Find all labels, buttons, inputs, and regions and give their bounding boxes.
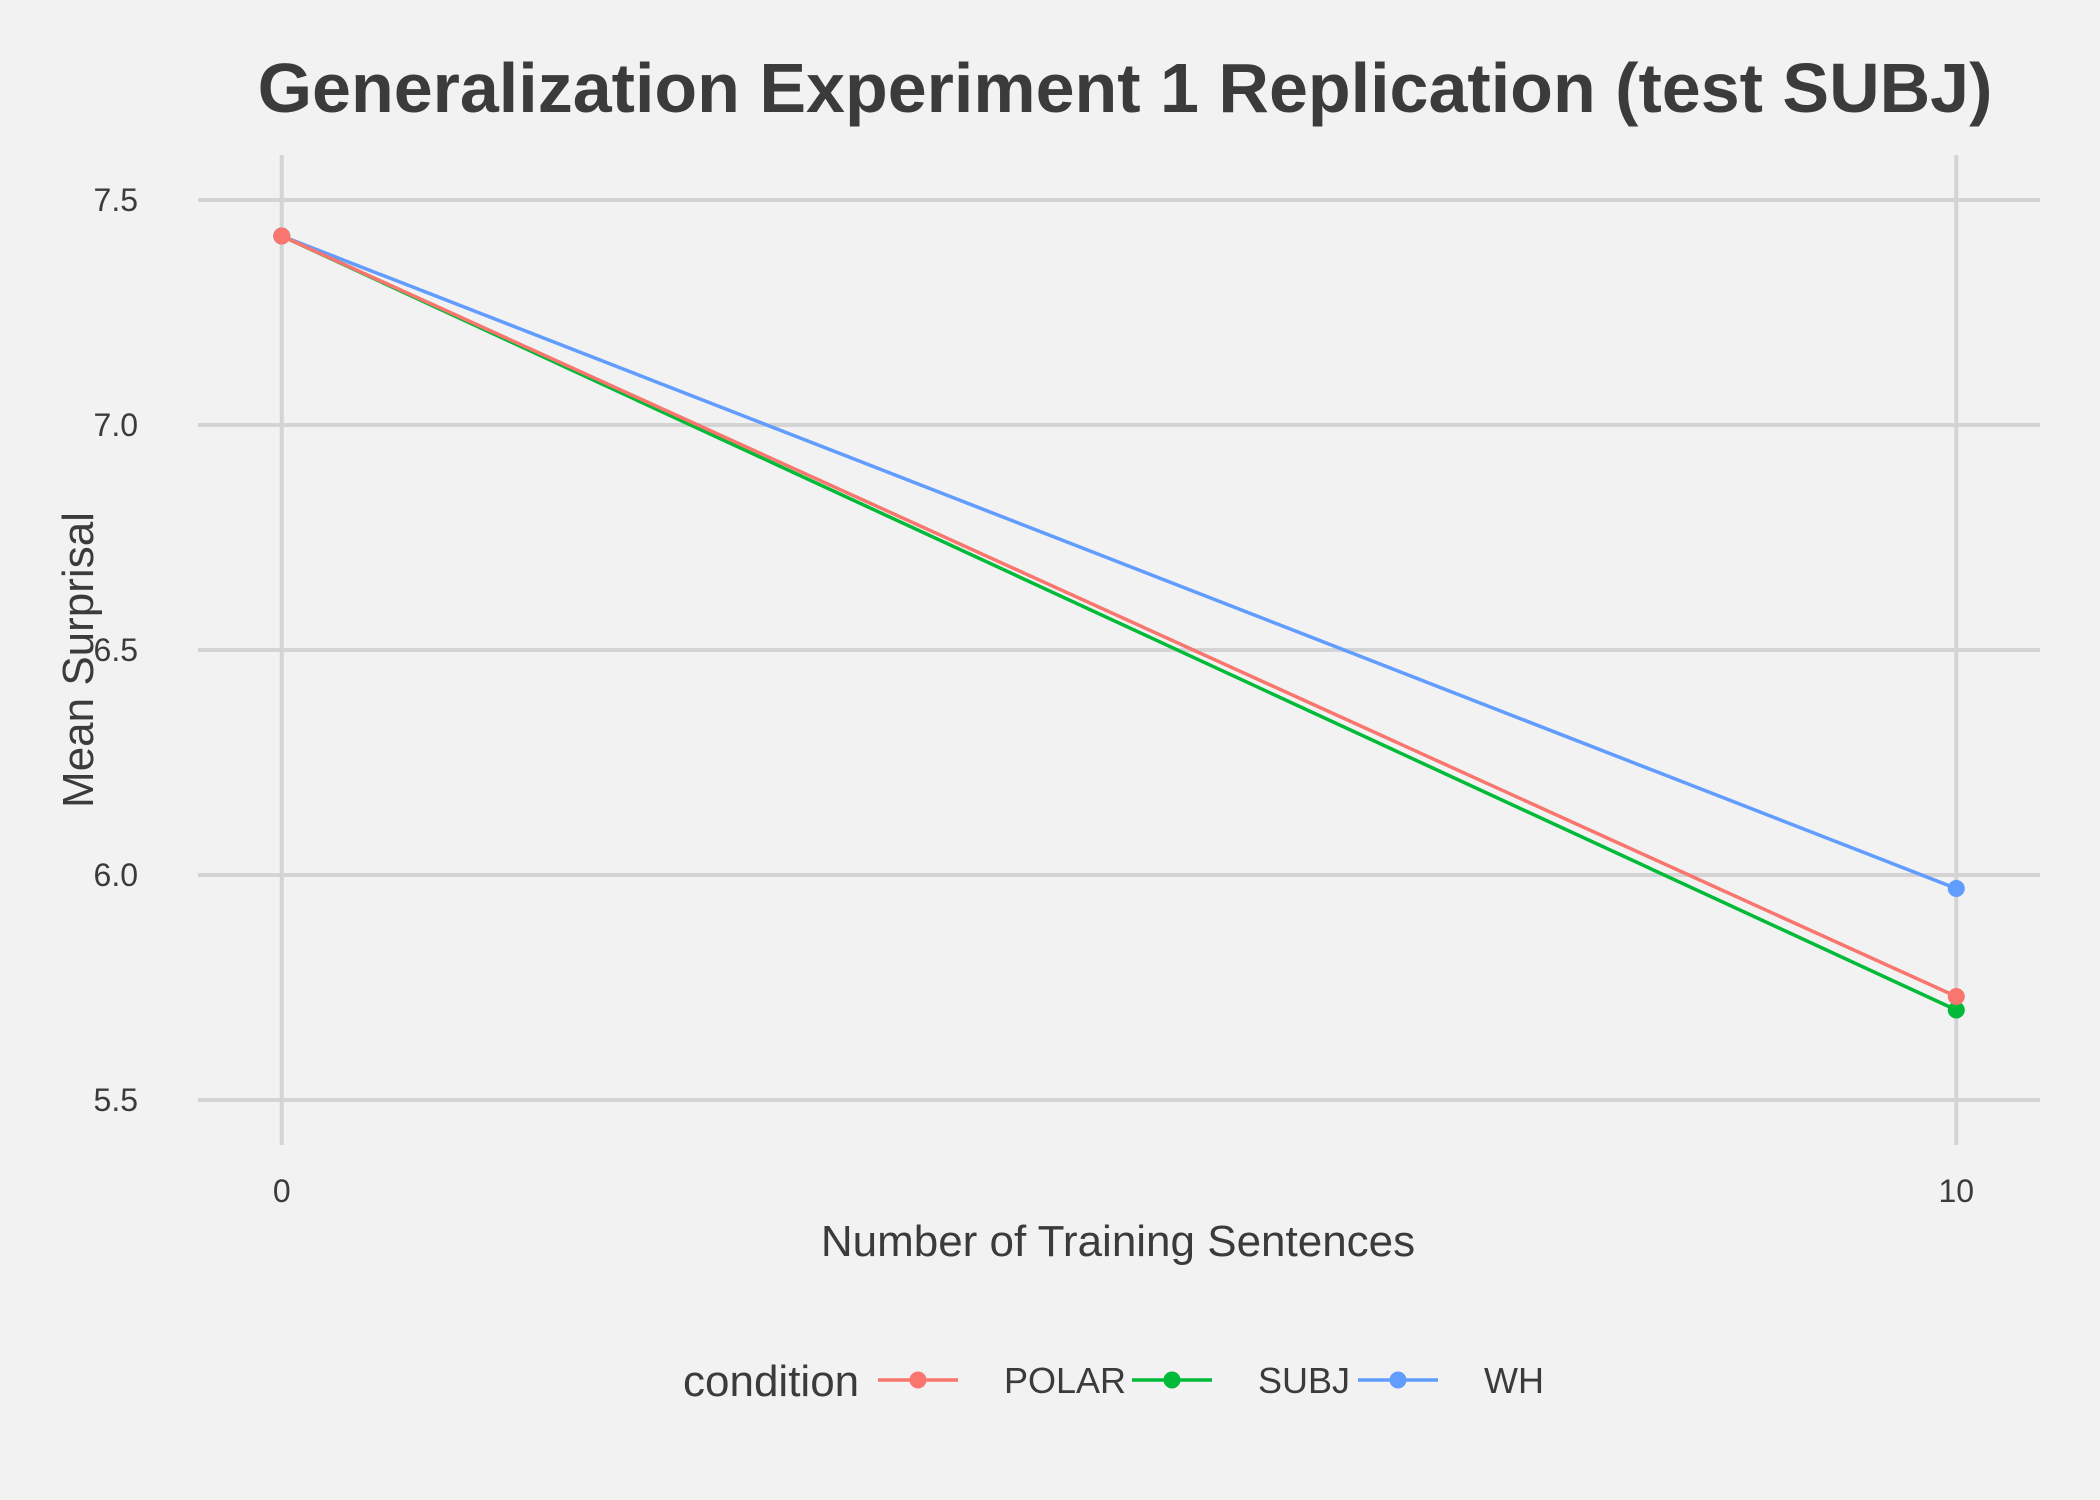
y-axis-ticks: 5.5 6.0 6.5 7.0 7.5 xyxy=(94,182,138,1118)
chart-title: Generalization Experiment 1 Replication … xyxy=(258,49,1993,127)
data-point-polar xyxy=(273,227,291,245)
grid xyxy=(198,155,2040,1145)
legend-key-point xyxy=(909,1371,927,1389)
legend-item-wh: WH xyxy=(1358,1360,1544,1401)
series-line-subj xyxy=(280,234,1958,1012)
legend-key-point xyxy=(1163,1371,1181,1389)
data-point-wh xyxy=(1947,880,1965,897)
legend-item-polar: POLAR xyxy=(878,1360,1126,1401)
y-tick-label: 6.5 xyxy=(94,632,138,668)
y-tick-label: 7.0 xyxy=(94,407,138,443)
legend-title: condition xyxy=(683,1357,859,1406)
y-tick-label: 6.0 xyxy=(94,857,138,893)
x-axis-ticks: 0 10 xyxy=(273,1173,1974,1209)
data-point-polar xyxy=(1947,988,1965,1005)
legend-label: SUBJ xyxy=(1258,1360,1350,1401)
x-tick-label: 10 xyxy=(1938,1173,1974,1209)
y-tick-label: 5.5 xyxy=(94,1082,138,1118)
y-axis-title: Mean Surprisal xyxy=(54,512,103,808)
series-line-polar xyxy=(281,234,1957,999)
x-tick-label: 0 xyxy=(273,1173,291,1209)
series-line-wh xyxy=(281,234,1957,891)
legend-label: WH xyxy=(1484,1360,1544,1401)
y-tick-label: 7.5 xyxy=(94,182,138,218)
series xyxy=(273,227,1965,1019)
legend: condition POLAR SUBJ WH xyxy=(683,1357,1544,1406)
legend-item-subj: SUBJ xyxy=(1132,1360,1350,1401)
legend-label: POLAR xyxy=(1004,1360,1126,1401)
data-point-subj xyxy=(1947,1001,1965,1019)
series-polar xyxy=(273,227,1965,1005)
x-axis-title: Number of Training Sentences xyxy=(821,1217,1415,1266)
legend-key-point xyxy=(1389,1371,1407,1389)
